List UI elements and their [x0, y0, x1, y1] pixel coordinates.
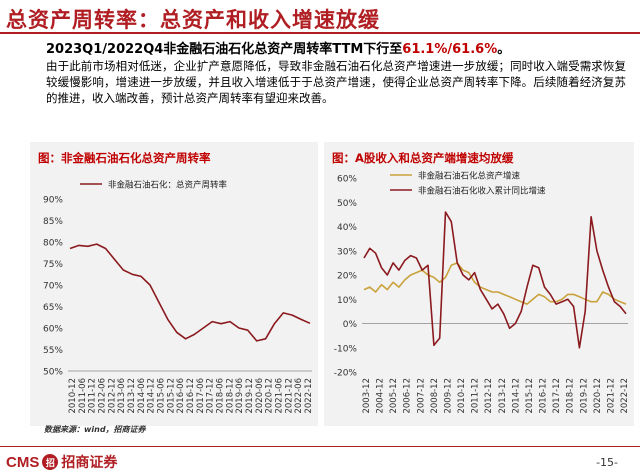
x-tick-label: 2014-12 [147, 378, 157, 414]
x-tick-label: 2012-06 [98, 378, 108, 414]
legend-label: 非金融石油石化收入累计同比增速 [418, 186, 546, 197]
x-tick-label: 2014-06 [137, 378, 147, 414]
legend-label: 非金融石油石化：总资产周转率 [108, 180, 228, 191]
x-tick-label: 2011-12 [471, 378, 481, 414]
y-tick-label: 80% [43, 239, 63, 249]
company-name: 招商证券 [61, 455, 118, 471]
x-tick-label: 2018-12 [566, 378, 576, 414]
y-tick-label: 85% [43, 217, 63, 227]
page-number: -15- [596, 456, 618, 469]
x-tick-label: 2015-06 [157, 378, 167, 414]
turnover-chart: 非金融石油石化：总资产周转率 90% 85% 80% 75% 70% 65% 60% 55% 50… [43, 180, 314, 414]
y-tick-label: 20% [337, 272, 357, 282]
x-tick-label: 2020-12 [593, 378, 603, 414]
x-tick-label: 2022-06 [294, 378, 304, 414]
series-line [363, 262, 627, 305]
x-tick-label: 2016-12 [186, 378, 196, 414]
x-tick-label: 2022-12 [620, 378, 630, 414]
x-tick-label: 2012-12 [107, 378, 117, 414]
footer-divider [0, 446, 640, 447]
x-tick-label: 2015-12 [525, 378, 535, 414]
x-tick-label: 2005-12 [389, 378, 399, 414]
series-line [69, 243, 311, 342]
x-tick-label: 2008-12 [430, 378, 440, 414]
y-tick-label: 55% [43, 346, 63, 356]
y-tick-label: -20% [334, 369, 358, 379]
x-tick-label: 2010-12 [457, 378, 467, 414]
y-tick-label: 90% [43, 196, 63, 206]
x-tick-label: 2016-06 [176, 378, 186, 414]
y-tick-label: 40% [337, 223, 357, 233]
x-tick-label: 2016-12 [539, 378, 549, 414]
x-tick-label: 2013-06 [117, 378, 127, 414]
y-tick-label: 60% [337, 175, 357, 185]
headline-suffix: 。 [497, 42, 511, 57]
y-tick-label: -10% [334, 344, 358, 354]
x-tick-label: 2019-12 [579, 378, 589, 414]
chart-title-turnover: 图：非金融石油石化总资产周转率 [38, 151, 211, 165]
y-tick-label: 0% [343, 320, 358, 330]
x-tick-label: 2006-12 [403, 378, 413, 414]
chart-title-growth: 图：A股收入和总资产端增速均放缓 [332, 151, 514, 165]
y-tick-label: 65% [43, 303, 63, 313]
x-tick-label: 2013-12 [127, 378, 137, 414]
x-tick-label: 2013-12 [498, 378, 508, 414]
body-paragraph: 由于此前市场相对低迷，企业扩产意愿降低，导致非金融石油石化总资产增速进一步放缓；… [46, 59, 626, 105]
page-title: 总资产周转率：总资产和收入增速放缓 [6, 8, 380, 32]
y-tick-label: 50% [43, 368, 63, 378]
x-tick-label: 2011-12 [88, 378, 98, 414]
legend-label: 非金融石油石化总资产增速 [418, 171, 521, 182]
x-tick-label: 2020-06 [255, 378, 265, 414]
x-tick-label: 2017-06 [196, 378, 206, 414]
company-logo: CMS 招 招商证券 [6, 452, 117, 472]
x-tick-label: 2022-12 [304, 378, 314, 414]
y-tick-label: 50% [337, 199, 357, 209]
x-tick-label: 2007-12 [416, 378, 426, 414]
headline: 2023Q1/2022Q4非金融石油石化总资产周转率TTM下行至61.1%/61… [46, 38, 510, 57]
chart-panel-turnover: 图：非金融石油石化总资产周转率 非金融石油石化：总资产周转率 90% 85% 80% 7… [30, 142, 318, 426]
x-tick-label: 2021-12 [284, 378, 294, 414]
x-tick-label: 2004-12 [376, 378, 386, 414]
chart-panel-growth: 图：A股收入和总资产端增速均放缓 非金融石油石化总资产增速非金融石油石化收入累计… [324, 142, 634, 426]
x-tick-label: 2021-06 [275, 378, 285, 414]
x-tick-label: 2011-06 [78, 378, 88, 414]
x-tick-label: 2018-06 [216, 378, 226, 414]
y-tick-label: 70% [43, 282, 63, 292]
x-tick-label: 2017-12 [206, 378, 216, 414]
x-tick-label: 2018-12 [225, 378, 235, 414]
x-tick-label: 2010-12 [68, 378, 78, 414]
x-tick-label: 2017-12 [552, 378, 562, 414]
y-tick-label: 10% [337, 296, 357, 306]
logo-text: CMS [6, 453, 40, 471]
y-tick-label: 60% [43, 325, 63, 335]
y-tick-label: 30% [337, 247, 357, 257]
data-source: 数据来源：wind，招商证券 [44, 425, 146, 434]
headline-prefix: 2023Q1/2022Q4非金融石油石化总资产周转率TTM下行至 [46, 42, 403, 57]
x-tick-label: 2009-12 [443, 378, 453, 414]
x-tick-label: 2020-12 [265, 378, 275, 414]
x-tick-label: 2021-12 [606, 378, 616, 414]
title-divider [0, 32, 640, 34]
x-tick-label: 2003-12 [362, 378, 372, 414]
series-line [363, 211, 627, 349]
x-tick-label: 2012-12 [484, 378, 494, 414]
logo-badge-icon: 招 [42, 454, 59, 470]
headline-value: 61.1%/61.6% [402, 42, 498, 57]
x-tick-label: 2019-12 [245, 378, 255, 414]
x-tick-label: 2019-06 [235, 378, 245, 414]
x-tick-label: 2015-12 [166, 378, 176, 414]
x-tick-label: 2014-12 [511, 378, 521, 414]
y-tick-label: 75% [43, 260, 63, 270]
